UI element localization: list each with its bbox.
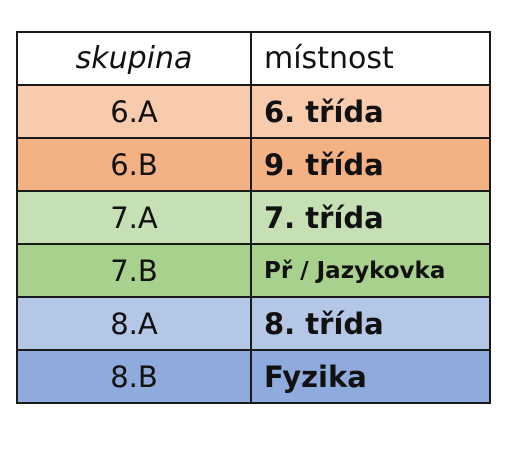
header-group: skupina (16, 31, 252, 86)
table-row: 7.B Př / Jazykovka (16, 243, 491, 298)
room-cell: Př / Jazykovka (250, 243, 491, 298)
table-row: 7.A 7. třída (16, 190, 491, 245)
room-cell: 7. třída (250, 190, 491, 245)
room-cell: 6. třída (250, 84, 491, 139)
group-cell: 8.A (16, 296, 252, 351)
room-cell: 8. třída (250, 296, 491, 351)
header-room: místnost (250, 31, 491, 86)
group-cell: 8.B (16, 349, 252, 404)
header-row: skupina místnost (16, 31, 491, 86)
group-cell: 6.B (16, 137, 252, 192)
group-cell: 6.A (16, 84, 252, 139)
group-cell: 7.B (16, 243, 252, 298)
room-cell: 9. třída (250, 137, 491, 192)
room-cell: Fyzika (250, 349, 491, 404)
table-row: 6.A 6. třída (16, 84, 491, 139)
table-row: 8.A 8. třída (16, 296, 491, 351)
group-cell: 7.A (16, 190, 252, 245)
room-assignment-table: skupina místnost 6.A 6. třída 6.B 9. tří… (16, 31, 491, 404)
table-row: 8.B Fyzika (16, 349, 491, 404)
table-row: 6.B 9. třída (16, 137, 491, 192)
